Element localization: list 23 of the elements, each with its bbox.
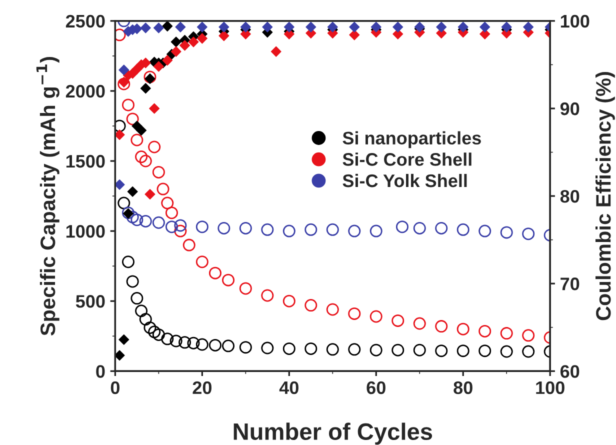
y-axis-title: Specific Capacity (mAh g$^{−1}$) — [36, 57, 60, 336]
y-tick-label: 1000 — [66, 224, 105, 238]
x-tick-label: 20 — [192, 381, 212, 394]
x-tick-label: 60 — [366, 381, 386, 394]
y-tick-label: 500 — [76, 295, 105, 308]
y-tick-label: 0 — [96, 365, 105, 378]
y2-tick-label: 90 — [560, 102, 580, 116]
y2-tick-label: 80 — [560, 190, 580, 203]
x-tick-label: 40 — [279, 381, 298, 394]
y-tick-label: 2500 — [66, 14, 105, 28]
x-axis-title: Number of Cycles — [234, 422, 432, 445]
x-tick-label: 100 — [536, 381, 564, 394]
legend-label: Si-C Core Shell — [342, 152, 472, 166]
y2-tick-label: 100 — [560, 14, 590, 28]
x-tick-label: 80 — [454, 381, 472, 394]
y-tick-label: 1500 — [66, 154, 105, 168]
y2-tick-label: 70 — [560, 278, 580, 290]
x-tick-label: 0 — [110, 381, 120, 394]
legend-label: Si nanoparticles — [342, 131, 481, 148]
legend-label: Si-C Yolk Shell — [342, 174, 467, 188]
y2-axis-title: Coulombic Efficiency (%) — [595, 72, 615, 320]
y2-tick-label: 60 — [560, 365, 580, 378]
y-tick-label: 2000 — [66, 84, 105, 98]
